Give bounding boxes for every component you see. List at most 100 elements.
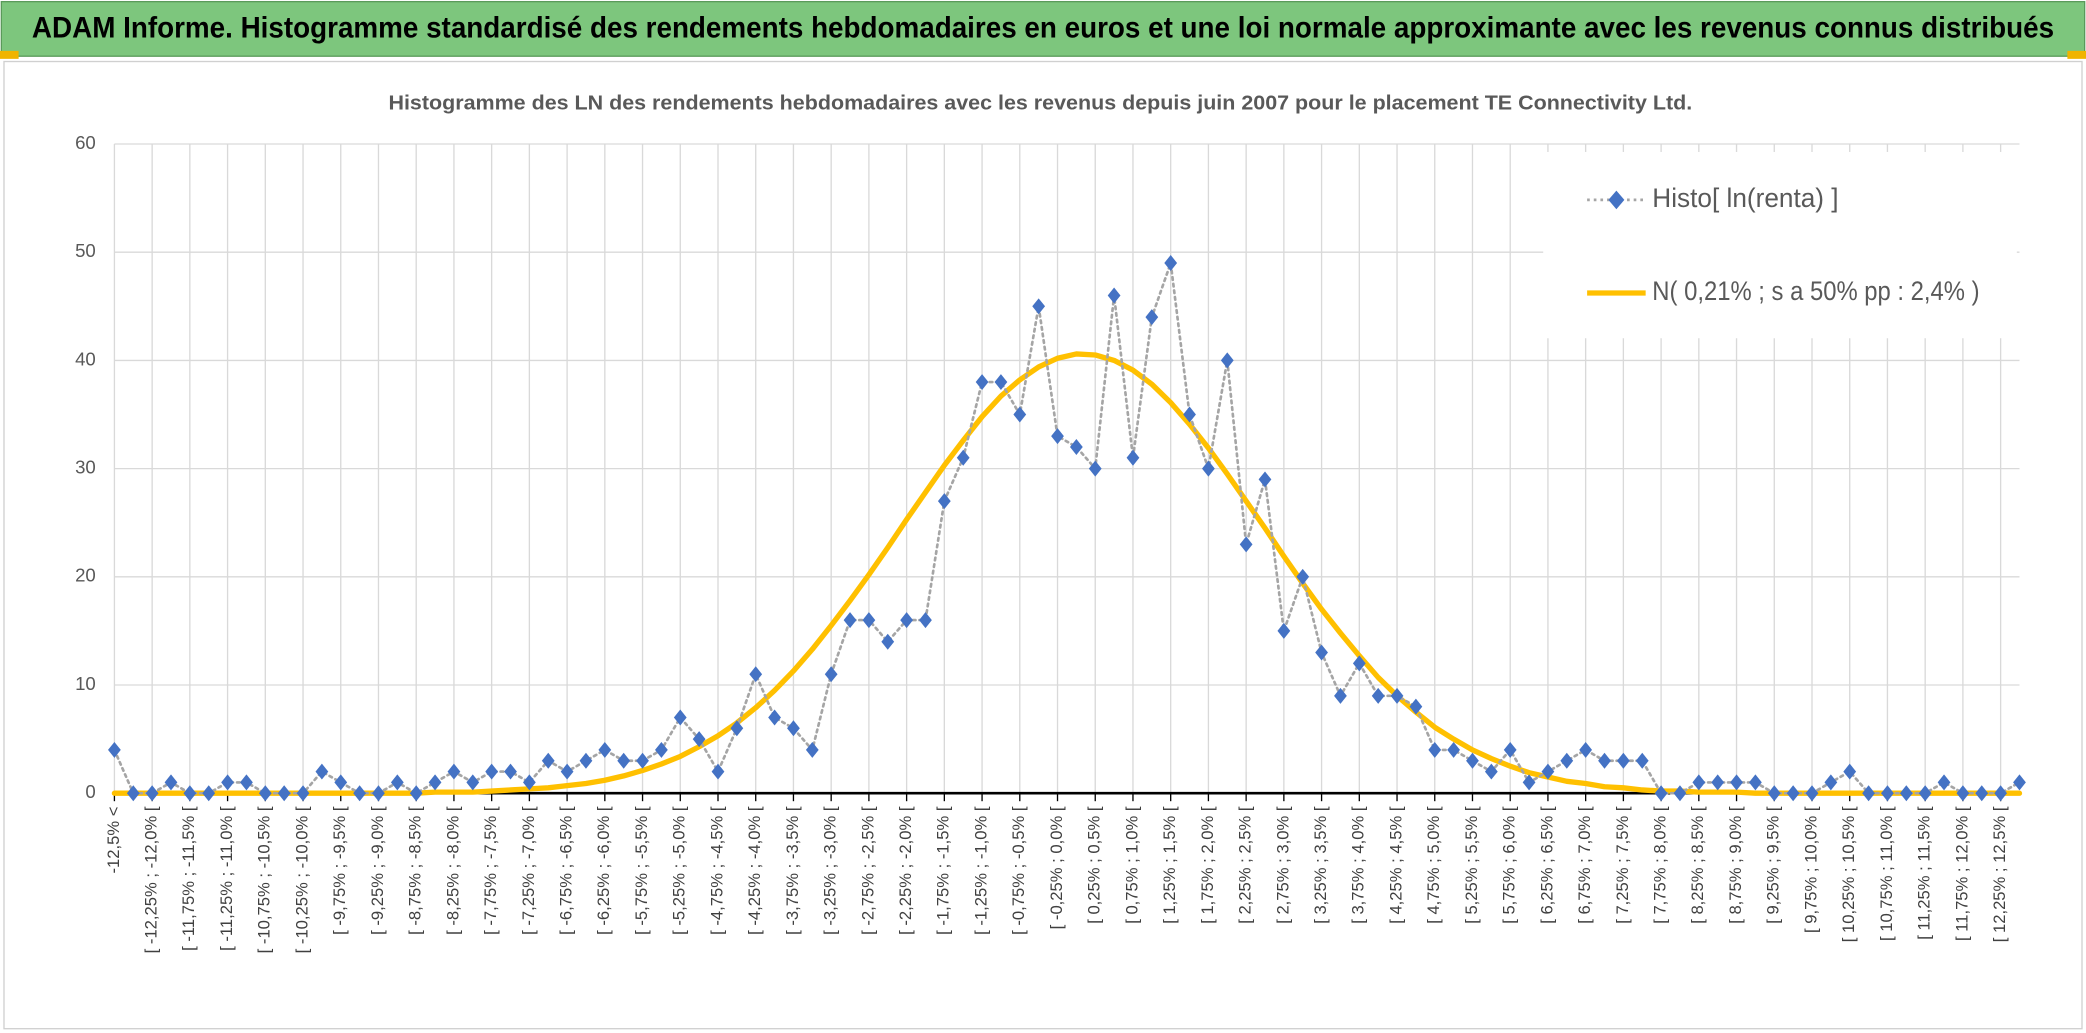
- y-tick-label: 60: [75, 132, 96, 153]
- data-point: [1220, 352, 1234, 369]
- x-tick-label: [ -5,75% ; -5,5% [: [632, 806, 651, 935]
- data-point: [372, 785, 385, 802]
- data-point: [1975, 785, 1989, 802]
- x-tick-label: [ -5,25% ; -5,0% [: [670, 806, 689, 935]
- data-point: [956, 449, 970, 466]
- x-tick-label: [ -4,25% ; -4,0% [: [745, 806, 764, 935]
- corner: [0, 50, 19, 59]
- data-point: [787, 720, 800, 737]
- x-tick-label: [ -11,25% ; -11,0% [: [217, 806, 236, 951]
- x-tick-label: [ -3,75% ; -3,5% [: [783, 806, 802, 935]
- data-point: [1598, 752, 1611, 769]
- header-bar: [0, 0, 2086, 57]
- x-tick-label: [ 11,75% ; 12,0% [: [1952, 806, 1971, 941]
- x-tick-label: [ 4,25% ; 4,5% [: [1386, 806, 1405, 924]
- x-tick-label: [ -7,25% ; -7,0% [: [519, 806, 538, 935]
- x-tick-label: [ 0,25% ; 0,5% [: [1085, 806, 1104, 924]
- data-point: [1692, 774, 1706, 791]
- page-title: ADAM Informe. Histogramme standardisé de…: [32, 12, 2054, 44]
- data-point: [560, 763, 574, 780]
- x-tick-label: [ 4,75% ; 5,0% [: [1424, 806, 1443, 924]
- data-point: [353, 785, 367, 802]
- data-point: [145, 785, 159, 802]
- data-point: [655, 741, 668, 758]
- x-tick-label: [ 5,25% ; 5,5% [: [1462, 806, 1481, 924]
- data-point: [824, 666, 838, 683]
- x-tick-label: [ 3,75% ; 4,0% [: [1349, 806, 1368, 924]
- x-tick-label: [ 2,25% ; 2,5% [: [1236, 806, 1255, 924]
- chart-frame: [3, 60, 2083, 1030]
- x-tick-label: [ 5,75% ; 6,0% [: [1500, 806, 1519, 924]
- x-tick-label: [ -8,25% ; -8,0% [: [443, 806, 462, 935]
- data-point: [919, 612, 932, 629]
- data-point: [862, 612, 876, 629]
- x-tick-label: [ 3,25% ; 3,5% [: [1311, 806, 1330, 924]
- data-point: [881, 633, 895, 650]
- data-point: [1239, 536, 1253, 553]
- data-point: [805, 741, 819, 758]
- data-point: [1164, 255, 1178, 272]
- data-point: [900, 612, 914, 629]
- data-point: [711, 763, 725, 780]
- data-point: [1183, 406, 1196, 423]
- y-tick-label: 0: [85, 781, 95, 802]
- data-point: [598, 741, 612, 758]
- data-point: [1767, 785, 1781, 802]
- data-point: [636, 752, 649, 769]
- data-point: [202, 785, 216, 802]
- data-point: [1805, 785, 1819, 802]
- x-tick-label: [ 10,75% ; 11,0% [: [1877, 806, 1896, 941]
- data-point: [409, 785, 423, 802]
- data-point: [673, 709, 687, 726]
- data-point: [843, 612, 857, 629]
- data-point: [749, 666, 763, 683]
- data-point: [1390, 687, 1404, 704]
- data-point: [768, 709, 781, 726]
- data-point: [183, 785, 197, 802]
- y-tick-label: 40: [75, 348, 96, 369]
- data-point: [1937, 774, 1951, 791]
- data-point: [2013, 774, 2026, 791]
- x-tick-label: [ 6,75% ; 7,0% [: [1575, 806, 1594, 924]
- data-point: [1126, 449, 1140, 466]
- x-tick-label: [ 2,75% ; 3,0% [: [1273, 806, 1292, 924]
- data-point: [1428, 741, 1442, 758]
- x-tick-label: [ -3,25% ; -3,0% [: [821, 806, 840, 935]
- data-point: [617, 752, 631, 769]
- data-point: [164, 774, 178, 791]
- x-tick-label: [ 9,25% ; 9,5% [: [1764, 806, 1783, 924]
- data-point: [240, 774, 253, 791]
- data-point: [1522, 774, 1536, 791]
- x-tick-label: [ -1,25% ; -1,0% [: [971, 806, 990, 935]
- data-point: [504, 763, 517, 780]
- data-point: [1258, 471, 1272, 488]
- data-point: [1371, 687, 1385, 704]
- x-tick-label: [ 10,25% ; 10,5% [: [1839, 806, 1858, 942]
- x-tick-label: [ 8,25% ; 8,5% [: [1688, 806, 1707, 924]
- data-point: [1918, 785, 1932, 802]
- x-tick-label: [ -9,75% ; -9,5% [: [330, 806, 349, 935]
- x-tick-label: [ -2,25% ; -2,0% [: [896, 806, 915, 935]
- x-tick-label: [ -11,75% ; -11,5% [: [179, 806, 198, 951]
- x-tick-label: [ -2,75% ; -2,5% [: [858, 806, 877, 935]
- data-point: [1616, 752, 1630, 769]
- legend-label: Histo[ ln(renta) ]: [1652, 183, 1838, 213]
- data-point: [1635, 752, 1649, 769]
- data-point: [334, 774, 348, 791]
- data-point: [1088, 460, 1102, 477]
- data-point: [1145, 309, 1159, 326]
- data-point: [1730, 774, 1743, 791]
- legend-box: [1543, 151, 2017, 339]
- data-point: [1409, 698, 1423, 715]
- x-tick-label: [ 6,25% ; 6,5% [: [1537, 806, 1556, 924]
- x-tick-label: [ -6,75% ; -6,5% [: [556, 806, 575, 935]
- data-point: [579, 752, 593, 769]
- x-tick-label: [ -0,75% ; -0,5% [: [1009, 806, 1028, 935]
- legend-label: N( 0,21% ; s a 50% pp : 2,4% ): [1652, 276, 1979, 306]
- data-point: [1503, 741, 1517, 758]
- data-point: [126, 785, 140, 802]
- x-tick-label: [ 7,75% ; 8,0% [: [1650, 806, 1669, 924]
- data-point: [1107, 287, 1121, 304]
- data-point: [1541, 763, 1555, 780]
- y-tick-label: 20: [75, 565, 96, 586]
